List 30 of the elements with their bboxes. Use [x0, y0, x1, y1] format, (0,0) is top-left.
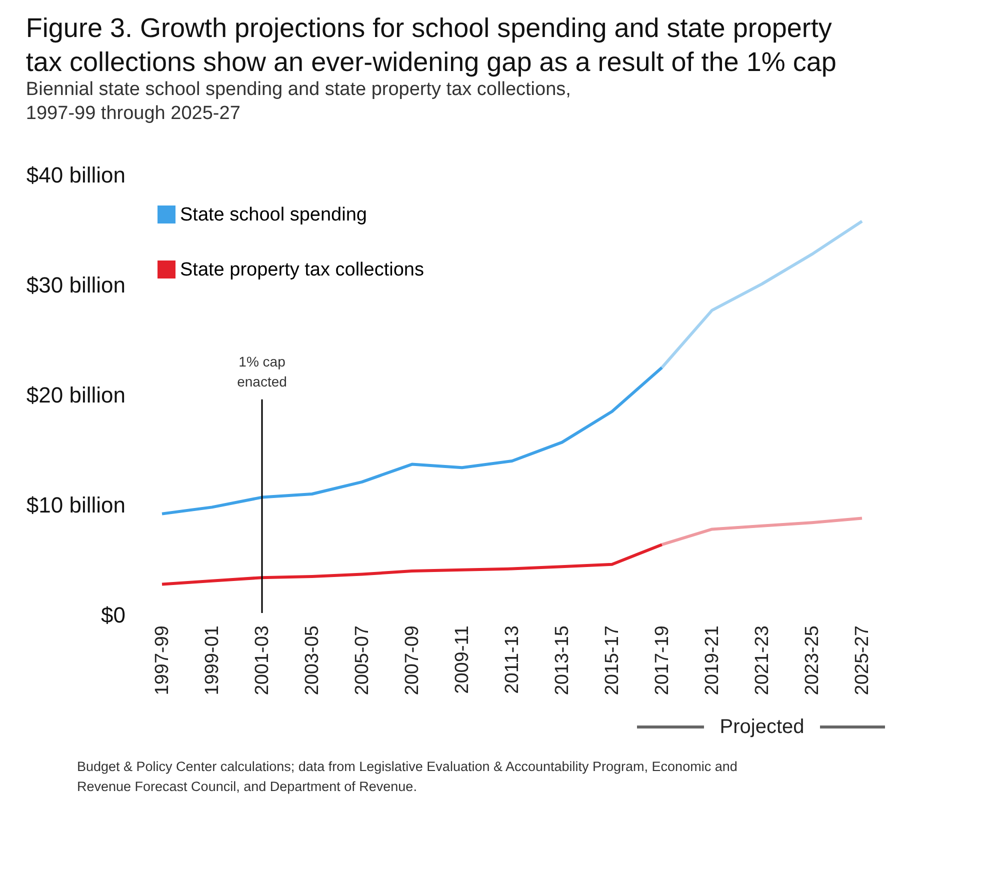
y-tick-label: $40 billion: [26, 162, 126, 188]
x-tick-label: 2003-05: [302, 626, 323, 696]
x-tick-label: 2021-23: [752, 626, 773, 696]
x-tick-label: 2017-19: [652, 626, 673, 696]
x-tick-label: 2007-09: [402, 626, 423, 696]
x-tick-label: 2011-13: [502, 626, 523, 694]
y-tick-label: $0: [101, 602, 126, 628]
x-tick-label: 2019-21: [702, 626, 723, 696]
chart-subtitle: Biennial state school spending and state property tax collections, 1997-99 through 2025-27: [26, 79, 571, 124]
legend-label: State school spending: [180, 204, 367, 226]
y-tick-label: $10 billion: [26, 492, 126, 518]
x-tick-label: 2023-25: [802, 626, 823, 696]
ref-line-label: 1% cap enacted: [237, 353, 287, 390]
x-tick-label: 1997-99: [152, 626, 173, 696]
line-series: [160, 543, 664, 586]
x-tick-label: 1999-01: [202, 626, 223, 696]
x-tick-label: 2009-11: [452, 626, 473, 694]
x-tick-label: 2001-03: [252, 626, 273, 696]
x-tick-label: 2015-17: [602, 626, 623, 696]
x-tick-label: 2005-07: [352, 626, 373, 696]
line-series: [660, 220, 864, 369]
line-series: [660, 516, 864, 546]
legend-label: State property tax collections: [180, 260, 424, 280]
x-tick-label: 2013-15: [552, 626, 573, 696]
y-tick-label: $30 billion: [26, 272, 126, 298]
text: Budget & Policy Center calculations; data from Legislative Evaluation & Accountability Program, Economic and Revenue Forecast Council, and Department of Revenue.: [77, 759, 738, 794]
x-tick-label: 2025-27: [852, 626, 873, 696]
y-tick-label: $20 billion: [26, 382, 126, 408]
text: Projected: [720, 716, 804, 738]
chart-title: Figure 3. Growth projections for school spending and state property tax collections show an ever-widening gap as a result of the 1% cap: [26, 13, 836, 77]
